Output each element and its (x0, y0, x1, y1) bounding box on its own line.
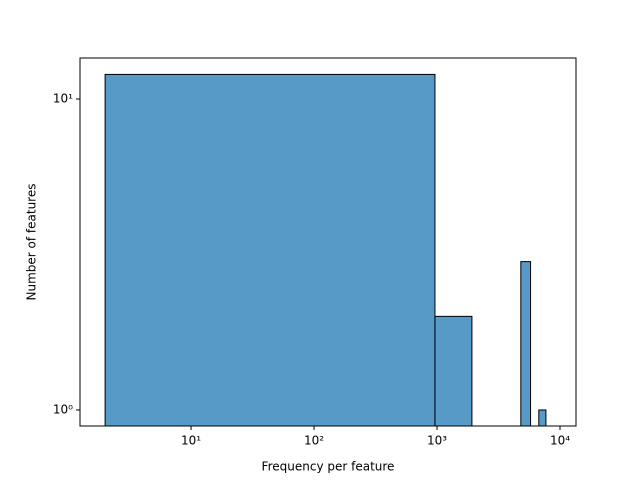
y-axis-label: Number of features (25, 184, 39, 301)
x-tick-label: 10¹ (181, 434, 201, 448)
bar (434, 315, 473, 427)
bar (104, 73, 436, 427)
bar (538, 409, 547, 427)
x-tick-label: 10² (304, 434, 324, 448)
y-tick-label: 10⁰ (53, 402, 73, 416)
plot-frame (79, 57, 577, 427)
y-tick-label: 10¹ (53, 92, 73, 106)
x-tick-label: 10³ (427, 434, 447, 448)
x-axis-label: Frequency per feature (262, 460, 395, 474)
x-tick-label: 10⁴ (550, 434, 570, 448)
bar (520, 261, 532, 427)
